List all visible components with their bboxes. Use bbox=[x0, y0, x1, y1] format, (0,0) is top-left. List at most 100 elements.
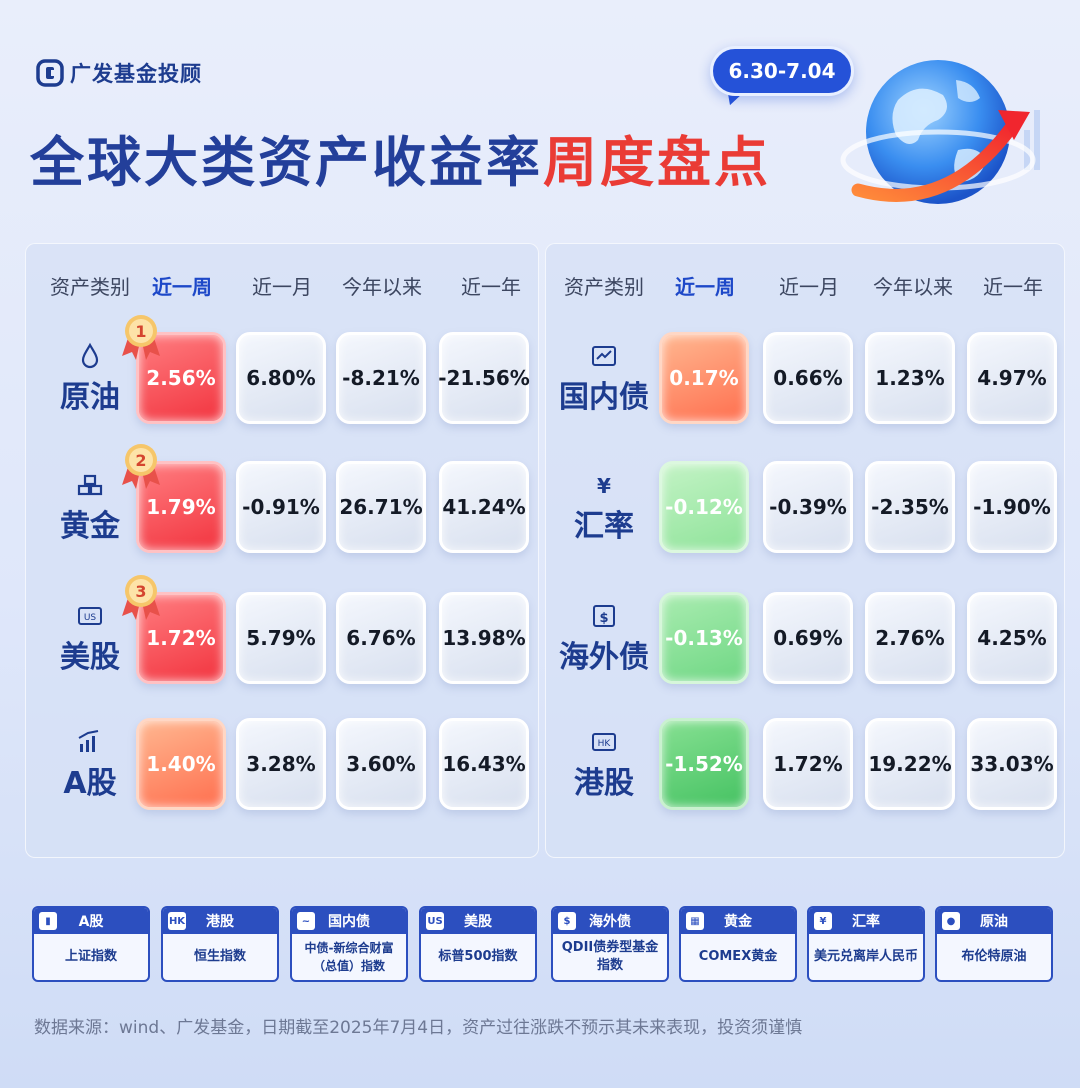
value-cell: 6.76% bbox=[336, 592, 426, 684]
dollar-bill-icon: $ bbox=[558, 912, 576, 930]
value-cell: 2.76% bbox=[865, 592, 955, 684]
rank-number: 2 bbox=[135, 451, 146, 470]
value-cell: 4.97% bbox=[967, 332, 1057, 424]
value-cell: -0.13% bbox=[659, 592, 749, 684]
legend-desc: QDII债券型基金指数 bbox=[561, 940, 659, 973]
asset-name: 港股 bbox=[574, 766, 634, 801]
us-badge-icon: US bbox=[78, 607, 102, 625]
asset-name: 原油 bbox=[60, 380, 120, 415]
col-header-year[interactable]: 近一年 bbox=[461, 275, 521, 299]
right-asset-panel: 资产类别 近一周 近一月 今年以来 近一年 国内债 0.17% 0.66% 1.… bbox=[545, 243, 1065, 858]
legend-desc: 恒生指数 bbox=[193, 949, 246, 964]
value-cell: -2.35% bbox=[865, 461, 955, 553]
legend-item-domestic-bond: ~ 国内债 中债-新综合财富（总值）指数 bbox=[290, 906, 408, 982]
title-main: 全球大类资产收益率 bbox=[30, 131, 543, 194]
brand-name: 广发基金投顾 bbox=[70, 62, 202, 86]
legend-item-crude: ● 原油 布伦特原油 bbox=[935, 906, 1053, 982]
legend-item-overseas-bond: $ 海外债 QDII债券型基金指数 bbox=[551, 906, 669, 982]
asset-name: 汇率 bbox=[574, 509, 634, 544]
col-header-category: 资产类别 bbox=[564, 275, 644, 299]
bond-chart-icon bbox=[592, 346, 616, 366]
legend-item-a-share: ▮ A股 上证指数 bbox=[32, 906, 150, 982]
col-header-year[interactable]: 近一年 bbox=[983, 275, 1043, 299]
table-row: US 美股 1.72% 5.79% 6.76% 13.98% 3 bbox=[25, 575, 539, 692]
svg-text:US: US bbox=[84, 613, 97, 623]
col-header-month[interactable]: 近一月 bbox=[779, 275, 839, 299]
asset-label: US 美股 bbox=[35, 598, 145, 688]
rank-number: 3 bbox=[135, 582, 146, 601]
brand-logo: 广发基金投顾 bbox=[36, 58, 202, 88]
brand-logo-icon bbox=[36, 59, 64, 87]
value-cell: -0.12% bbox=[659, 461, 749, 553]
rank-medal-icon: 3 bbox=[122, 575, 160, 620]
yen-icon: ¥ bbox=[597, 474, 611, 498]
table-row: 黄金 1.79% -0.91% 26.71% 41.24% 2 bbox=[25, 444, 539, 561]
col-header-week[interactable]: 近一周 bbox=[152, 275, 212, 299]
value-cell: 1.23% bbox=[865, 332, 955, 424]
globe-arrow-icon bbox=[840, 60, 1040, 204]
droplet-icon bbox=[81, 342, 99, 369]
value-cell: -1.52% bbox=[659, 718, 749, 810]
table-row: 国内债 0.17% 0.66% 1.23% 4.97% bbox=[545, 332, 1065, 432]
dollar-bill-icon: $ bbox=[593, 605, 615, 627]
svg-text:$: $ bbox=[599, 611, 608, 626]
value-cell: 3.60% bbox=[336, 718, 426, 810]
svg-text:HK: HK bbox=[598, 739, 612, 749]
value-cell: 41.24% bbox=[439, 461, 529, 553]
value-cell: 6.80% bbox=[236, 332, 326, 424]
asset-label: 黄金 bbox=[35, 467, 145, 557]
col-header-category: 资产类别 bbox=[50, 275, 130, 299]
rank-number: 1 bbox=[135, 322, 146, 341]
hk-badge-icon: HK bbox=[592, 733, 616, 751]
bond-chart-icon: ~ bbox=[297, 912, 315, 930]
table-row: HK 港股 -1.52% 1.72% 19.22% 33.03% bbox=[545, 718, 1065, 818]
droplet-icon: ● bbox=[942, 912, 960, 930]
value-cell: -8.21% bbox=[336, 332, 426, 424]
asset-name: A股 bbox=[63, 766, 117, 801]
table-row: A股 1.40% 3.28% 3.60% 16.43% bbox=[25, 718, 539, 818]
legend-desc: 布伦特原油 bbox=[961, 949, 1027, 964]
value-cell: 13.98% bbox=[439, 592, 529, 684]
col-header-week[interactable]: 近一周 bbox=[675, 275, 735, 299]
left-asset-panel: 资产类别 近一周 近一月 今年以来 近一年 原油 2.56% 6.80% -8.… bbox=[25, 243, 539, 858]
rank-medal-icon: 2 bbox=[122, 444, 160, 489]
asset-name: 国内债 bbox=[559, 380, 649, 415]
col-header-month[interactable]: 近一月 bbox=[252, 275, 312, 299]
data-source-footer: 数据来源：wind、广发基金，日期截至2025年7月4日，资产过往涨跌不预示其未… bbox=[34, 1018, 803, 1038]
value-cell: 16.43% bbox=[439, 718, 529, 810]
title-accent: 周度盘点 bbox=[543, 131, 771, 194]
table-row: ¥ 汇率 -0.12% -0.39% -2.35% -1.90% bbox=[545, 461, 1065, 561]
value-cell: 26.71% bbox=[336, 461, 426, 553]
svg-text:¥: ¥ bbox=[597, 474, 611, 498]
asset-label: ¥ 汇率 bbox=[549, 467, 659, 557]
value-cell: 4.25% bbox=[967, 592, 1057, 684]
asset-label: 国内债 bbox=[549, 338, 659, 428]
asset-label: $ 海外债 bbox=[549, 598, 659, 688]
gold-bars-icon: ▦ bbox=[686, 912, 704, 930]
asset-name: 海外债 bbox=[559, 640, 649, 675]
col-header-ytd[interactable]: 今年以来 bbox=[873, 275, 953, 299]
us-badge-icon: US bbox=[426, 912, 444, 930]
asset-label: HK 港股 bbox=[549, 724, 659, 814]
bar-chart-icon bbox=[78, 730, 99, 752]
value-cell: 19.22% bbox=[865, 718, 955, 810]
value-cell: 1.72% bbox=[763, 718, 853, 810]
value-cell: -21.56% bbox=[438, 332, 530, 424]
value-cell: 0.69% bbox=[763, 592, 853, 684]
asset-label: A股 bbox=[35, 724, 145, 814]
legend-desc: 中债-新综合财富（总值）指数 bbox=[304, 941, 394, 973]
value-cell: -1.90% bbox=[967, 461, 1057, 553]
bar-chart-icon: ▮ bbox=[39, 912, 57, 930]
legend-desc: COMEX黄金 bbox=[698, 949, 778, 964]
value-cell: 0.66% bbox=[763, 332, 853, 424]
legend-desc: 标普500指数 bbox=[438, 949, 518, 964]
value-cell: -0.39% bbox=[763, 461, 853, 553]
yen-icon: ¥ bbox=[814, 912, 832, 930]
asset-name: 美股 bbox=[60, 640, 120, 675]
asset-name: 黄金 bbox=[60, 509, 120, 544]
rank-medal-icon: 1 bbox=[122, 315, 160, 360]
value-cell: 3.28% bbox=[236, 718, 326, 810]
asset-label: 原油 bbox=[35, 338, 145, 428]
col-header-ytd[interactable]: 今年以来 bbox=[342, 275, 422, 299]
legend-desc: 美元兑离岸人民币 bbox=[813, 949, 918, 964]
